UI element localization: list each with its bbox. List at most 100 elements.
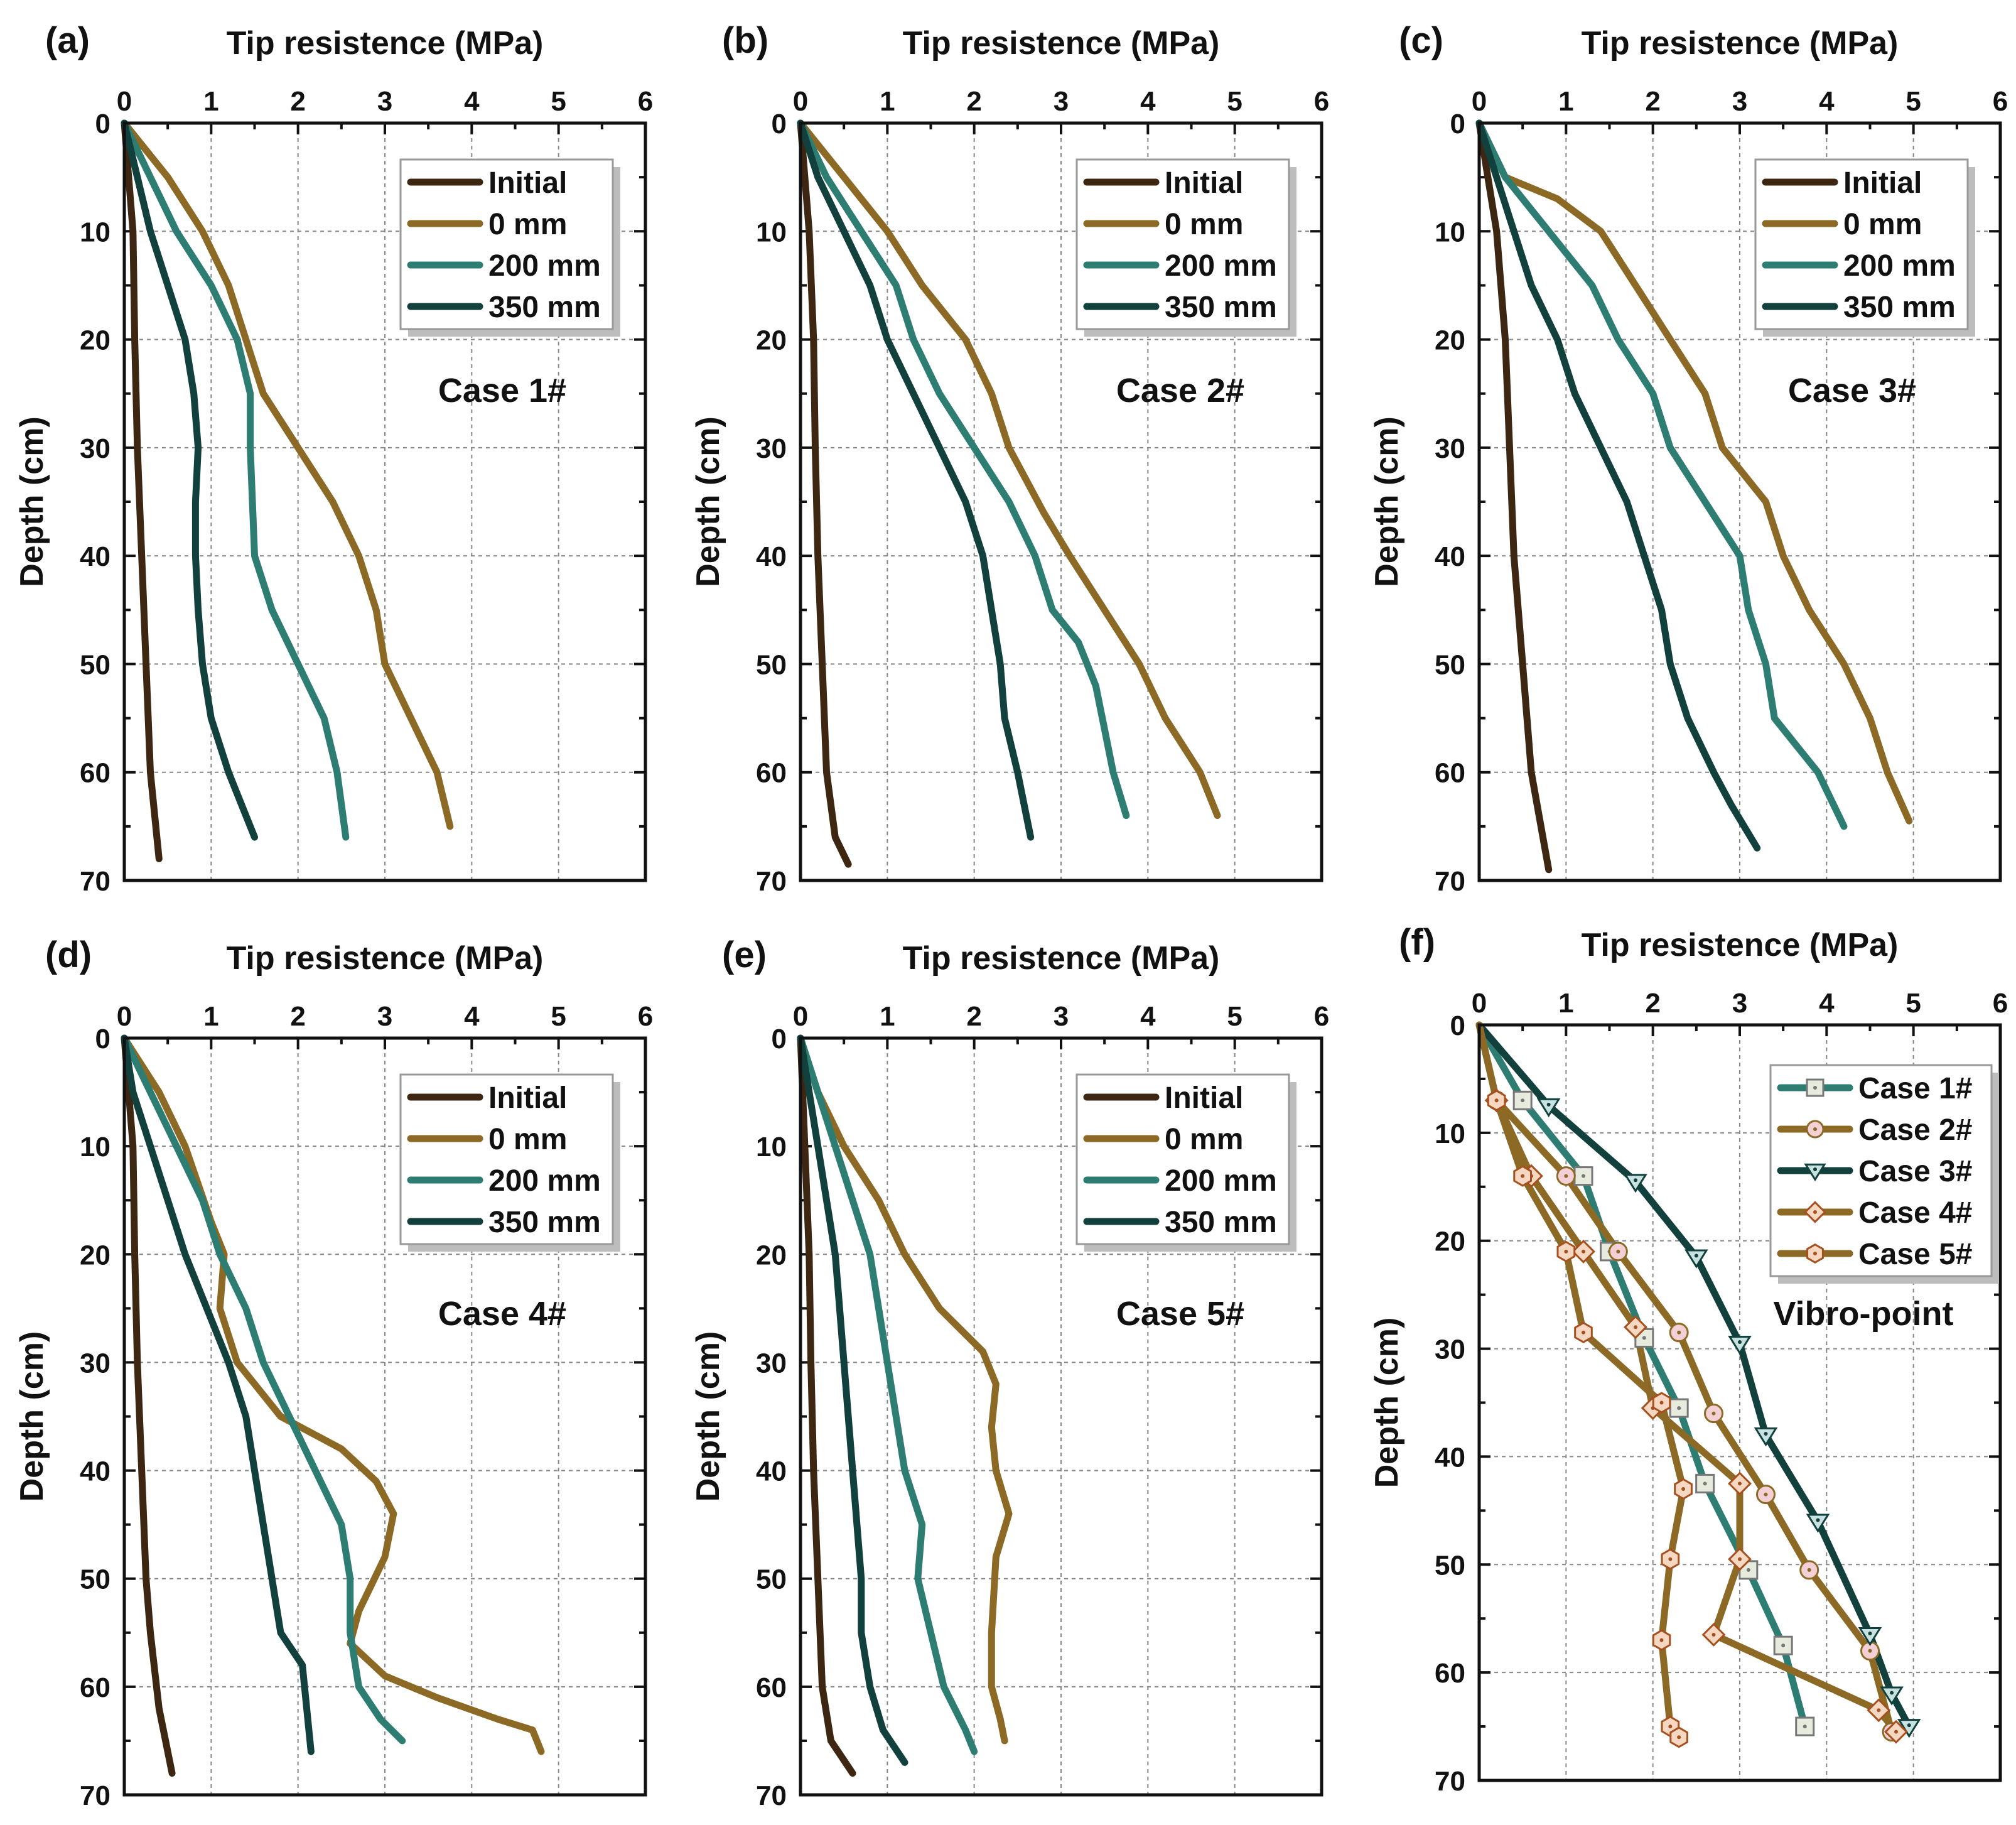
marker-case-1--dot	[1746, 1568, 1750, 1572]
marker-case-3--dot	[1868, 1631, 1872, 1635]
legend-box	[1075, 1073, 1290, 1245]
series-line-0-mm	[121, 119, 454, 830]
legend-marker	[1804, 1163, 1826, 1182]
x-tick-label: 4	[1140, 86, 1156, 117]
series-line-200-mm	[797, 1034, 978, 1755]
marker-case-5--dot	[1677, 1735, 1681, 1740]
x-axis-title: Tip resistence (MPa)	[227, 25, 544, 62]
y-axis-title: Depth (cm)	[1369, 416, 1405, 587]
legend-label: Case 4#	[1858, 1196, 1972, 1230]
y-axis-title: Depth (cm)	[14, 1331, 50, 1502]
x-axis-title: Tip resistence (MPa)	[1582, 927, 1899, 963]
x-tick-label: 0	[793, 86, 808, 117]
y-tick-label: 30	[80, 1348, 111, 1378]
legend-marker-dot	[1813, 1167, 1817, 1171]
panel-label: (b)	[722, 20, 768, 61]
x-tick-label: 0	[117, 86, 132, 117]
marker-case-2--dot	[1677, 1330, 1681, 1335]
y-tick-label: 0	[1450, 109, 1465, 139]
legend-label: 350 mm	[1165, 1206, 1277, 1239]
y-axis-title: Depth (cm)	[14, 416, 50, 587]
y-tick-label: 0	[95, 1024, 111, 1054]
x-tick-label: 3	[377, 86, 392, 117]
x-tick-label: 5	[551, 1001, 566, 1032]
y-tick-label: 10	[756, 217, 787, 247]
marker-case-1--dot	[1781, 1644, 1786, 1648]
legend-label: Initial	[1165, 166, 1243, 200]
axes-frame	[122, 121, 647, 882]
y-tick-label: 60	[80, 1672, 111, 1703]
legend-box	[1075, 158, 1290, 330]
x-tick-label: 4	[464, 86, 480, 117]
y-tick-label: 50	[80, 1564, 111, 1595]
y-tick-label: 10	[756, 1132, 787, 1162]
panel-label: (c)	[1399, 20, 1443, 61]
legend-label: Initial	[1843, 166, 1922, 200]
series-line-initial	[121, 119, 163, 862]
y-tick-label: 70	[756, 866, 787, 897]
case-annotation: Vibro-point	[1774, 1295, 1954, 1333]
legend: Initial 0 mm 200 mm 350 mm	[1754, 158, 1975, 337]
legend-label: Initial	[488, 166, 567, 200]
legend-marker-dot	[1813, 1086, 1817, 1090]
panel-label: (f)	[1399, 922, 1435, 963]
legend: Initial 0 mm 200 mm 350 mm	[1075, 1073, 1296, 1252]
marker-case-5--dot	[1668, 1557, 1673, 1561]
y-tick-label: 10	[1435, 217, 1465, 247]
marker-case-2--dot	[1564, 1174, 1568, 1178]
y-tick-label: 70	[1435, 1766, 1465, 1797]
series-line-200-mm	[797, 119, 1130, 820]
marker-case-2--dot	[1868, 1649, 1872, 1653]
legend: Initial 0 mm 200 mm 350 mm	[399, 158, 620, 337]
marker-case-3--dot	[1634, 1178, 1637, 1183]
marker-case-4--dot	[1738, 1557, 1742, 1561]
marker-case-5--dot	[1681, 1487, 1686, 1491]
y-tick-label: 30	[80, 433, 111, 464]
y-tick-label: 30	[756, 433, 787, 464]
series-line-case-3-	[1475, 1021, 1913, 1730]
x-tick-label: 1	[880, 1001, 895, 1032]
y-tick-label: 50	[1435, 649, 1465, 680]
x-tick-label: 1	[1558, 86, 1573, 117]
legend-marker-dot	[1813, 1210, 1817, 1214]
legend-box	[399, 158, 614, 330]
series-line-initial	[1475, 119, 1553, 874]
x-tick-label: 6	[1993, 988, 2008, 1019]
marker-case-1-	[1795, 1716, 1815, 1736]
legend-label: 200 mm	[1843, 249, 1956, 283]
marker-case-3--dot	[1764, 1432, 1768, 1436]
panel-label: (d)	[45, 934, 92, 975]
series-line-350-mm	[121, 1034, 315, 1755]
y-tick-label: 70	[1435, 866, 1465, 897]
y-tick-label: 40	[80, 1456, 111, 1487]
y-tick-label: 0	[772, 109, 787, 139]
y-tick-label: 20	[80, 1240, 111, 1270]
series-line-350-mm	[121, 119, 258, 841]
y-tick-label: 30	[756, 1348, 787, 1378]
y-tick-label: 60	[1435, 1658, 1465, 1689]
marker-case-1--dot	[1642, 1336, 1646, 1340]
series-line-0-mm	[797, 1034, 1013, 1745]
y-tick-label: 20	[80, 325, 111, 356]
series-line-0-mm	[1475, 119, 1913, 825]
y-axis-title: Depth (cm)	[690, 416, 726, 587]
case-annotation: Case 2#	[1116, 372, 1244, 409]
x-tick-label: 3	[1054, 1001, 1069, 1032]
y-tick-label: 30	[1435, 433, 1465, 464]
y-tick-label: 40	[1435, 1442, 1465, 1473]
x-tick-label: 2	[1645, 988, 1660, 1019]
y-tick-label: 60	[80, 758, 111, 789]
marker-case-1--dot	[1803, 1725, 1807, 1729]
x-tick-label: 3	[1732, 86, 1747, 117]
x-tick-label: 5	[551, 86, 566, 117]
case-annotation: Case 5#	[1116, 1295, 1244, 1333]
marker-case-3-	[1624, 1174, 1647, 1193]
x-tick-label: 2	[966, 86, 981, 117]
axes-frame	[1477, 121, 2002, 882]
x-tick-label: 2	[290, 1001, 305, 1032]
x-tick-label: 2	[966, 1001, 981, 1032]
y-tick-label: 20	[756, 1240, 787, 1270]
marker-case-4--dot	[1738, 1481, 1742, 1486]
